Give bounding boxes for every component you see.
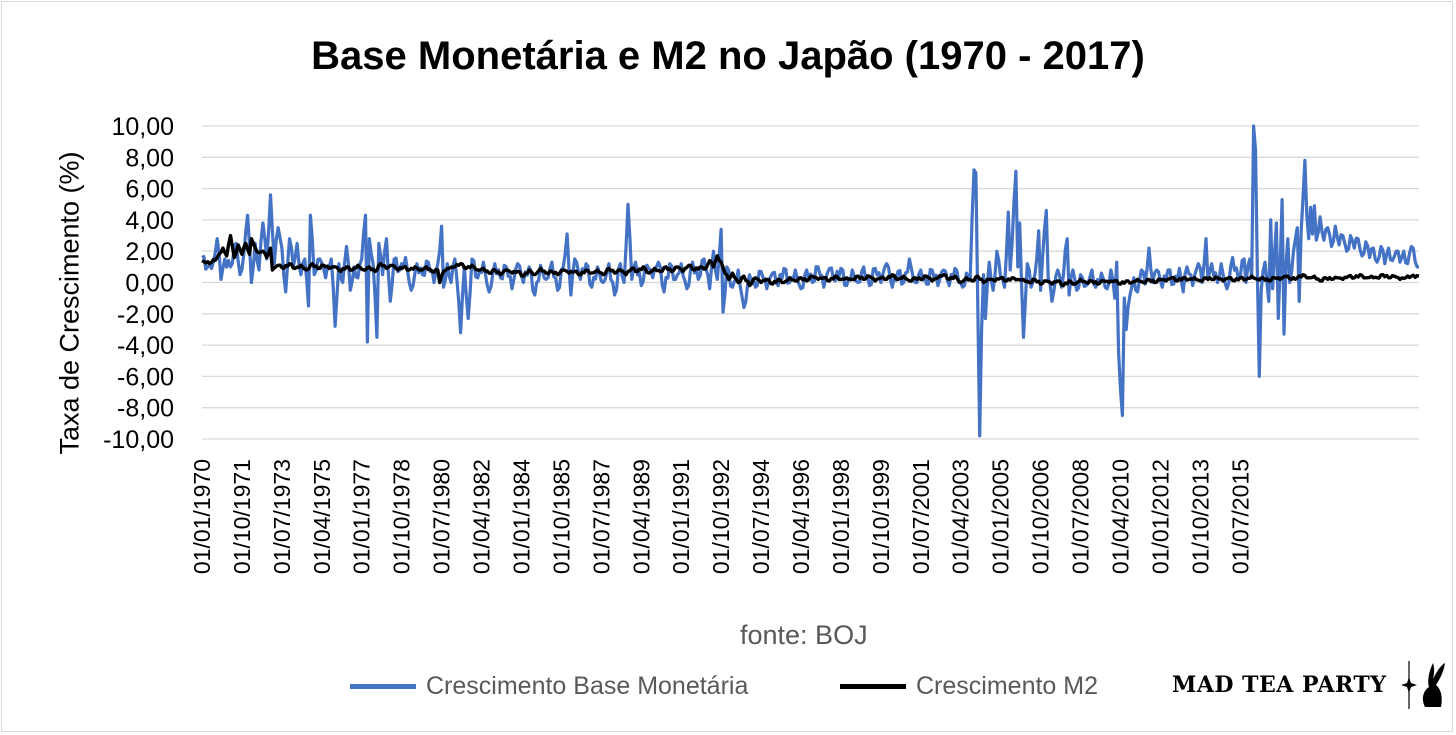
x-tick-label: 01/10/1985 [548,459,574,574]
y-tick-label: 6,00 [125,176,174,204]
x-tick-label: 01/07/2008 [1068,459,1094,574]
y-tick-label: 8,00 [125,144,174,172]
x-tick-label: 01/10/2006 [1028,459,1054,574]
series-line-m2 [201,233,1420,288]
x-tick-label: 01/07/2001 [908,459,934,574]
x-tick-label: 01/04/1982 [469,459,495,574]
x-tick-label: 01/04/2003 [948,459,974,574]
x-tick-label: 01/01/1984 [508,459,534,574]
x-tick-labels: 01/01/1970 01/10/1971 01/07/1973 01/04/1975… [189,459,1253,574]
legend-label-base: Crescimento Base Monetária [426,671,749,700]
legend-swatch-base [350,683,416,689]
legend-swatch-m2 [840,683,906,689]
grid-lines [202,125,1419,440]
x-tick-label: 01/10/1999 [868,459,894,574]
x-tick-label: 01/07/1994 [748,459,774,574]
x-tick-label: 01/07/2015 [1227,459,1253,574]
legend-item-base: Crescimento Base Monetária [350,668,748,704]
legend-label-m2: Crescimento M2 [916,671,1098,700]
x-tick-label: 01/04/1989 [628,459,654,574]
y-tick-label: -4,00 [117,332,174,360]
x-tick-label: 01/04/1975 [309,459,335,574]
y-tick-labels: 10,00 8,00 6,00 4,00 2,00 0,00 -2,00 -4,00 -6,00… [103,113,174,454]
y-tick-label: -10,00 [103,426,174,454]
x-tick-label: 01/10/2013 [1187,459,1213,574]
x-tick-label: 01/04/2010 [1107,459,1133,574]
y-tick-label: 0,00 [125,270,174,298]
rabbit-icon [1400,661,1445,709]
x-tick-label: 01/01/1970 [189,459,215,574]
y-tick-label: -6,00 [117,363,174,391]
legend-item-m2: Crescimento M2 [840,668,1098,704]
x-tick-label: 01/01/1998 [828,459,854,574]
x-tick-label: 01/10/1971 [229,459,255,574]
y-tick-label: -8,00 [117,395,174,423]
x-tick-label: 01/04/1996 [788,459,814,574]
y-tick-label: 2,00 [125,238,174,266]
brand-logo: MAD TEA PARTY [1172,660,1453,710]
x-tick-label: 01/01/2012 [1147,459,1173,574]
chart-title: Base Monetária e M2 no Japão (1970 - 201… [311,34,1145,78]
x-tick-label: 01/01/1991 [668,459,694,574]
brand-name: MAD TEA PARTY [1172,672,1387,698]
y-tick-label: 4,00 [125,207,174,235]
x-tick-label: 01/07/1987 [588,459,614,574]
source-note: fonte: BOJ [740,620,868,650]
x-tick-label: 01/10/1978 [389,459,415,574]
x-tick-label: 01/07/1973 [269,459,295,574]
x-tick-label: 01/01/1977 [349,459,375,574]
x-tick-label: 01/10/1992 [708,459,734,574]
x-tick-label: 01/07/1980 [429,459,455,574]
y-tick-label: 10,00 [111,113,174,141]
y-tick-label: -2,00 [117,301,174,329]
x-tick-label: 01/01/2005 [988,459,1014,574]
series-lines [201,124,1420,438]
